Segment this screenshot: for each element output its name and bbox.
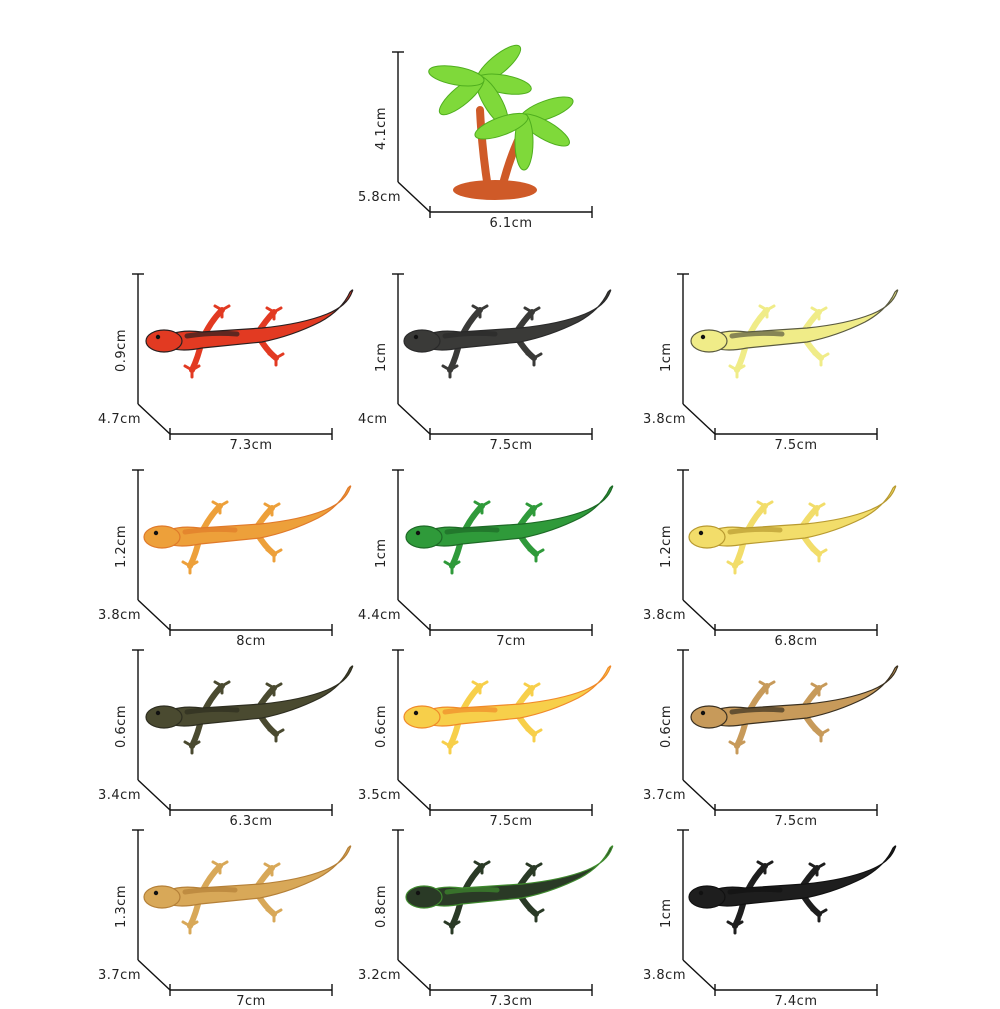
depth-label: 3.2cm — [358, 968, 401, 983]
dimension-lines — [392, 51, 593, 218]
palm-tree-item: 4.1cm 5.8cm 6.1cm — [310, 40, 630, 231]
lizard-image — [132, 469, 352, 636]
height-label: 1.2cm — [114, 525, 129, 568]
depth-label: 4.7cm — [98, 412, 141, 427]
lizard-image — [677, 649, 899, 816]
height-label: 1.2cm — [659, 525, 674, 568]
lizard-image — [132, 649, 354, 816]
depth-label: 5.8cm — [358, 190, 401, 205]
dimension-lines — [677, 649, 878, 816]
height-label: 1cm — [374, 342, 389, 372]
height-label: 4.1cm — [374, 107, 389, 150]
dimension-lines — [677, 829, 878, 996]
dimension-lines — [677, 469, 878, 636]
dimension-lines — [132, 273, 333, 440]
depth-label: 3.7cm — [98, 968, 141, 983]
lizard-item: 0.8cm 3.2cm 7.3cm — [310, 818, 630, 1009]
dimension-lines — [392, 469, 593, 636]
length-label: 6.1cm — [489, 216, 533, 231]
length-label: 8cm — [236, 634, 266, 649]
depth-label: 3.7cm — [643, 788, 686, 803]
lizard-image — [677, 469, 897, 636]
lizard-item: 1cm 4.4cm 7cm — [310, 458, 630, 649]
length-label: 7.5cm — [489, 814, 533, 829]
lizard-item: 1cm 4cm 7.5cm — [310, 262, 630, 453]
length-label: 7.5cm — [774, 814, 818, 829]
dimension-lines — [392, 273, 593, 440]
dimension-lines — [392, 649, 593, 816]
lizard-item: 0.6cm 3.5cm 7.5cm — [310, 638, 630, 829]
length-label: 7.4cm — [774, 994, 818, 1009]
depth-label: 4cm — [358, 412, 388, 427]
lizard-image — [677, 829, 897, 996]
depth-label: 4.4cm — [358, 608, 401, 623]
lizard-image — [677, 273, 899, 440]
height-label: 0.6cm — [114, 705, 129, 748]
depth-label: 3.5cm — [358, 788, 401, 803]
lizard-image — [392, 649, 612, 816]
height-label: 1.3cm — [114, 885, 129, 928]
lizard-image — [132, 829, 352, 996]
lizard-item: 0.9cm 4.7cm 7.3cm — [50, 262, 370, 453]
depth-label: 3.8cm — [643, 608, 686, 623]
length-label: 7cm — [496, 634, 526, 649]
lizard-image — [392, 273, 612, 440]
lizard-image — [392, 829, 614, 996]
height-label: 1cm — [374, 538, 389, 568]
depth-label: 3.4cm — [98, 788, 141, 803]
depth-label: 3.8cm — [643, 968, 686, 983]
length-label: 6.8cm — [774, 634, 818, 649]
dimension-lines — [132, 649, 333, 816]
length-label: 7.3cm — [229, 438, 273, 453]
dimension-lines — [132, 469, 333, 636]
height-label: 0.6cm — [374, 705, 389, 748]
height-label: 0.8cm — [374, 885, 389, 928]
lizard-item: 0.6cm 3.7cm 7.5cm — [595, 638, 915, 829]
lizard-item: 1cm 3.8cm 7.4cm — [595, 818, 915, 1009]
depth-label: 3.8cm — [643, 412, 686, 427]
length-label: 7.3cm — [489, 994, 533, 1009]
height-label: 0.6cm — [659, 705, 674, 748]
height-label: 1cm — [659, 342, 674, 372]
length-label: 7.5cm — [489, 438, 533, 453]
palm-tree-image — [392, 44, 593, 218]
lizard-image — [132, 273, 354, 440]
dimension-lines — [392, 829, 593, 996]
lizard-item: 1cm 3.8cm 7.5cm — [595, 262, 915, 453]
depth-label: 3.8cm — [98, 608, 141, 623]
length-label: 7cm — [236, 994, 266, 1009]
height-label: 0.9cm — [114, 329, 129, 372]
lizard-image — [392, 469, 614, 636]
height-label: 1cm — [659, 898, 674, 928]
length-label: 7.5cm — [774, 438, 818, 453]
dimension-lines — [677, 273, 878, 440]
lizard-item: 1.2cm 3.8cm 6.8cm — [595, 458, 915, 649]
length-label: 6.3cm — [229, 814, 273, 829]
lizard-item: 0.6cm 3.4cm 6.3cm — [50, 638, 370, 829]
lizard-item: 1.2cm 3.8cm 8cm — [50, 458, 370, 649]
dimension-lines — [132, 829, 333, 996]
